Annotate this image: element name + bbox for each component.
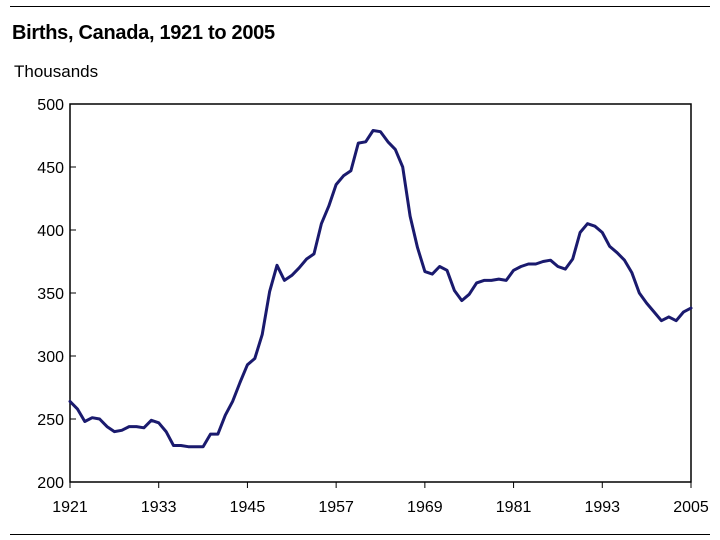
y-tick-label: 400 <box>37 223 64 240</box>
chart-title: Births, Canada, 1921 to 2005 <box>12 22 275 44</box>
x-tick-label: 1921 <box>52 499 88 516</box>
plot-area-frame <box>69 103 692 483</box>
y-tick-label: 450 <box>37 160 64 177</box>
x-axis-ticks: 1921 1933 1945 1957 1969 1981 1993 2005 <box>52 482 709 516</box>
x-tick-label: 1981 <box>496 499 532 516</box>
y-tick-label: 350 <box>37 286 64 303</box>
x-tick-label: 1933 <box>141 499 177 516</box>
y-tick-label: 250 <box>37 412 64 429</box>
x-tick-label: 1969 <box>407 499 443 516</box>
y-tick-label: 500 <box>37 97 64 114</box>
series-line-births <box>68 129 693 449</box>
x-tick-label: 1993 <box>584 499 620 516</box>
top-rule <box>10 6 710 7</box>
x-tick-label: 2005 <box>673 499 709 516</box>
y-axis-ticks: 200 250 300 350 400 450 500 <box>37 97 76 492</box>
bottom-rule <box>10 534 710 535</box>
y-axis-unit-label: Thousands <box>14 62 99 81</box>
x-tick-label: 1945 <box>230 499 266 516</box>
y-tick-label: 200 <box>37 475 64 492</box>
y-tick-label: 300 <box>37 349 64 366</box>
x-tick-label: 1957 <box>318 499 354 516</box>
